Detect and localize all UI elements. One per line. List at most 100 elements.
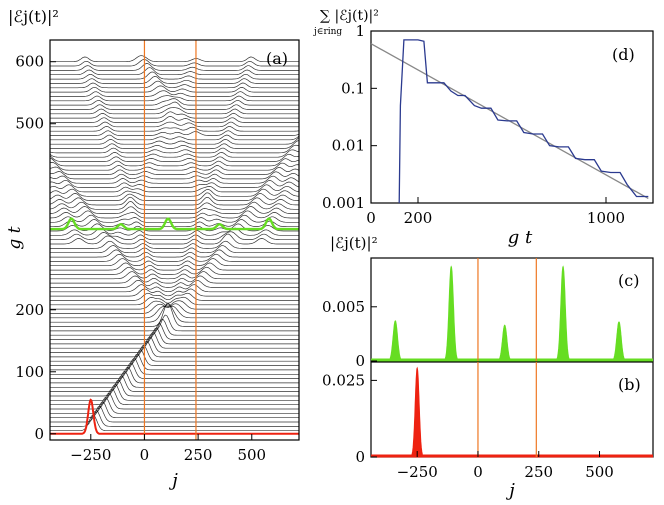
panel-a-trace-5 bbox=[50, 392, 299, 410]
panel-a-trace-3 bbox=[50, 401, 299, 419]
panel-a-trace-77 bbox=[50, 90, 299, 97]
panel-a-trace-46 bbox=[50, 223, 299, 232]
panel-d-decay-curve bbox=[398, 39, 649, 204]
panel-d-label: (d) bbox=[612, 45, 635, 64]
panel-a-trace-40 bbox=[50, 249, 299, 258]
panel-a-trace-62 bbox=[50, 153, 299, 162]
panel-a-trace-70 bbox=[50, 121, 299, 128]
panel-d-ytick-label-2: 0.1 bbox=[341, 79, 365, 97]
panel-a-trace-1 bbox=[50, 409, 299, 427]
panel-a-trace-22 bbox=[50, 319, 299, 336]
panel-a-trace-80 bbox=[50, 76, 299, 84]
panel-c-ticks: 0 0.005 bbox=[322, 298, 377, 370]
panel-a-label: (a) bbox=[266, 49, 288, 68]
panel-a-xtick-label-2: 250 bbox=[184, 446, 213, 464]
panel-a-trace-48 bbox=[50, 214, 299, 223]
panel-c-label: (c) bbox=[618, 271, 639, 290]
panel-d-ytick-label-3: 1 bbox=[355, 22, 365, 40]
panel-c-ytick-label-1: 0.005 bbox=[322, 298, 365, 316]
panel-a-trace-59 bbox=[50, 166, 299, 175]
panel-b-xlabel: j bbox=[505, 480, 515, 501]
panel-d-frame bbox=[370, 30, 654, 204]
panel-a-trace-33 bbox=[50, 279, 299, 288]
panel-a-trace-36 bbox=[50, 266, 299, 275]
panel-a-trace-4 bbox=[50, 397, 299, 414]
panel-b-xtick-label-3: 500 bbox=[585, 463, 614, 481]
panel-a-trace-50 bbox=[50, 206, 299, 214]
panel-a-trace-29 bbox=[50, 296, 299, 306]
panel-a-trace-17 bbox=[50, 340, 299, 358]
panel-d-ticks: 0 200 1000 0.001 0.01 0.1 1 bbox=[322, 22, 625, 227]
panel-a-trace-71 bbox=[50, 116, 299, 123]
panel-a-trace-54 bbox=[50, 188, 299, 197]
panel-a-xtick-label-3: 500 bbox=[237, 446, 266, 464]
panel-a-trace-76 bbox=[50, 95, 299, 102]
panel-a-trace-44 bbox=[50, 231, 299, 241]
panel-c-peak-4 bbox=[610, 321, 628, 362]
panel-d-ylabel: ∑ |ℰj(t)|² bbox=[320, 8, 379, 24]
panel-a-trace-6 bbox=[50, 388, 299, 406]
panel-d-xlabel: g t bbox=[508, 227, 533, 248]
panel-a-trace-0 bbox=[50, 414, 299, 432]
panel-d-xtick-label-0: 0 bbox=[366, 209, 376, 227]
panel-a-trace-2 bbox=[50, 405, 299, 423]
panel-a-trace-9 bbox=[50, 375, 299, 392]
panel-a-frame bbox=[49, 39, 300, 441]
panel-a-trace-47 bbox=[50, 219, 299, 228]
panel-a-trace-11 bbox=[50, 366, 299, 384]
panel-a-trace-84 bbox=[50, 59, 299, 67]
panel-a-trace-38 bbox=[50, 258, 299, 267]
panel-a-trace-12 bbox=[50, 362, 299, 379]
panel-a-ytick-label-2: 200 bbox=[15, 301, 44, 319]
panel-a-trace-58 bbox=[50, 171, 299, 180]
panel-a-trace-24 bbox=[50, 302, 299, 327]
panel-a-trace-78 bbox=[50, 85, 299, 93]
panel-a-xtick-label-0: −250 bbox=[70, 446, 111, 464]
panel-a-trace-35 bbox=[50, 271, 299, 280]
panel-a-trace-43 bbox=[50, 233, 299, 245]
panel-a-xlabel: j bbox=[168, 470, 178, 491]
panel-a-trace-25 bbox=[50, 303, 299, 323]
panel-d-ytick-label-1: 0.01 bbox=[332, 137, 365, 155]
panel-a-trace-26 bbox=[50, 305, 299, 319]
panel-a-trace-52 bbox=[50, 196, 299, 206]
panel-a-trace-74 bbox=[50, 101, 299, 110]
panel-a-trace-28 bbox=[50, 300, 299, 310]
panel-a-trace-14 bbox=[50, 353, 299, 371]
panel-a-trace-75 bbox=[50, 98, 299, 106]
panel-a-trace-49 bbox=[50, 210, 299, 219]
panel-c-peak-1 bbox=[442, 265, 460, 362]
panel-a-trace-61 bbox=[50, 157, 299, 167]
panel-a-trace-23 bbox=[50, 314, 299, 332]
panel-d-xtick-label-2: 1000 bbox=[587, 209, 625, 227]
panel-a-trace-39 bbox=[50, 253, 299, 262]
panel-c: |ℰj(t)|² 0 0.005 (c) bbox=[322, 234, 654, 370]
panel-a-trace-30 bbox=[50, 292, 299, 301]
panel-c-peak-3 bbox=[554, 265, 572, 362]
panel-d-ylabel-subscript: j∈ring bbox=[313, 27, 342, 37]
panel-b-peak-0 bbox=[409, 366, 425, 458]
panel-a-trace-45 bbox=[50, 227, 299, 236]
panel-b-ytick-label-0: 0 bbox=[355, 448, 365, 466]
panel-a-trace-67 bbox=[50, 134, 299, 141]
panel-a-trace-31 bbox=[50, 288, 299, 297]
panel-a-trace-53 bbox=[50, 192, 299, 201]
panel-a-trace-37 bbox=[50, 262, 299, 271]
panel-c-plot bbox=[371, 258, 653, 362]
panel-a-xtick-label-1: 0 bbox=[140, 446, 150, 464]
panel-a-ticks: −250 0 250 500 0 100 200 500 600 bbox=[15, 53, 266, 464]
panel-a-trace-21 bbox=[50, 323, 299, 340]
panel-a-trace-81 bbox=[50, 71, 299, 80]
panel-a-trace-16 bbox=[50, 345, 299, 362]
panel-b-ytick-label-1: 0.025 bbox=[322, 371, 365, 389]
panel-a-trace-63 bbox=[50, 149, 299, 158]
panel-a-trace-56 bbox=[50, 179, 299, 188]
panel-a-trace-27 bbox=[50, 303, 299, 314]
panel-b-xtick-label-2: 250 bbox=[524, 463, 553, 481]
panel-a-trace-19 bbox=[50, 331, 299, 349]
panel-b-xtick-label-1: 0 bbox=[473, 463, 483, 481]
panel-a-trace-66 bbox=[50, 137, 299, 145]
panel-a-trace-69 bbox=[50, 126, 299, 132]
panel-a-trace-15 bbox=[50, 349, 299, 366]
